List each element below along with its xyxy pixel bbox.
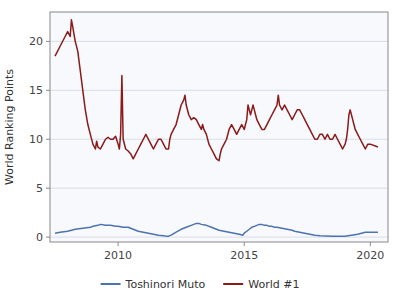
- y-tick: [46, 41, 50, 42]
- y-tick: [46, 188, 50, 189]
- legend-item: Toshinori Muto: [101, 278, 206, 291]
- legend-label: Toshinori Muto: [125, 278, 206, 291]
- x-tick-label: 2015: [230, 249, 258, 262]
- y-tick-label: 10: [29, 133, 43, 146]
- y-tick-label: 5: [36, 182, 43, 195]
- y-tick: [46, 90, 50, 91]
- series-line: [55, 223, 378, 236]
- series-line: [55, 20, 378, 161]
- y-tick: [46, 139, 50, 140]
- y-tick: [46, 237, 50, 238]
- x-tick: [244, 242, 245, 246]
- legend-swatch: [223, 283, 243, 285]
- grid-line: [50, 41, 388, 42]
- legend-item: World #1: [223, 278, 299, 291]
- plot-area: [50, 12, 388, 242]
- y-tick-label: 20: [29, 35, 43, 48]
- legend-label: World #1: [248, 278, 299, 291]
- x-tick-label: 2020: [356, 249, 384, 262]
- x-tick-label: 2010: [104, 249, 132, 262]
- grid-line: [50, 188, 388, 189]
- legend: Toshinori Muto World #1: [101, 278, 300, 291]
- grid-line: [50, 90, 388, 91]
- x-tick: [370, 242, 371, 246]
- plot-frame: [50, 12, 388, 242]
- y-axis-label: World Ranking Points: [3, 69, 16, 185]
- y-tick-label: 0: [36, 231, 43, 244]
- legend-swatch: [101, 283, 121, 285]
- lines: [55, 20, 378, 236]
- y-tick-label: 15: [29, 84, 43, 97]
- x-tick: [118, 242, 119, 246]
